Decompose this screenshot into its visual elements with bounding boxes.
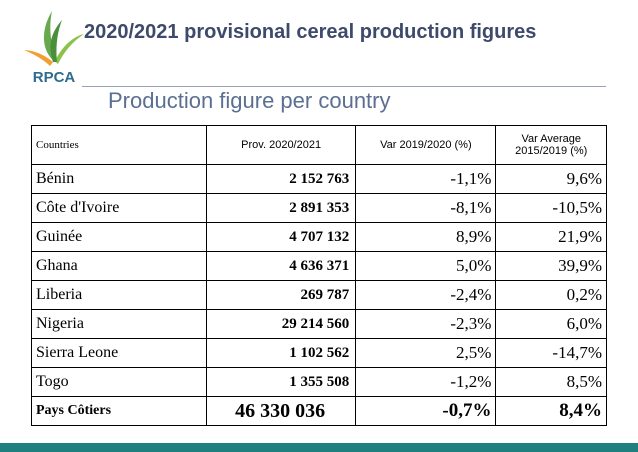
table-cell: Liberia xyxy=(30,280,208,310)
table-row: Bénin 2 152 763 -1,1% 9,6% xyxy=(30,164,607,194)
table-cell: Sierra Leone xyxy=(30,338,208,368)
table-row: Togo 1 355 508 -1,2% 8,5% xyxy=(30,367,607,397)
table-cell: 2 152 763 xyxy=(206,164,357,194)
table-cell: Bénin xyxy=(30,164,208,194)
table-cell: Côte d'Ivoire xyxy=(30,193,208,223)
table-cell: 6,0% xyxy=(495,309,607,339)
table-cell: 5,0% xyxy=(355,251,497,281)
table-row: Côte d'Ivoire 2 891 353 -8,1% -10,5% xyxy=(30,193,607,223)
column-header: Var 2019/2020 (%) xyxy=(355,125,497,165)
logo: RPCA xyxy=(24,11,84,86)
logo-leaf xyxy=(43,11,56,61)
slide-title: 2020/2021 provisional cereal production … xyxy=(84,21,537,43)
table-cell: Ghana xyxy=(30,251,208,281)
production-table: Countries Prov. 2020/2021 Var 2019/2020 (%… xyxy=(30,125,607,426)
table-cell: 21,9% xyxy=(495,222,607,252)
column-header: Var Average 2015/2019 (%) xyxy=(495,125,607,165)
table-cell: 269 787 xyxy=(206,280,357,310)
total-cell: 46 330 036 xyxy=(206,396,357,426)
table-cell: -1,1% xyxy=(355,164,497,194)
table-cell: 9,6% xyxy=(495,164,607,194)
column-header: Prov. 2020/2021 xyxy=(206,125,357,165)
table-cell: 8,5% xyxy=(495,367,607,397)
table-cell: 29 214 560 xyxy=(206,309,357,339)
table-cell: 2 891 353 xyxy=(206,193,357,223)
table-cell: 1 102 562 xyxy=(206,338,357,368)
total-cell: -0,7% xyxy=(355,396,497,426)
table-cell: Togo xyxy=(30,367,208,397)
table-row: Sierra Leone 1 102 562 2,5% -14,7% xyxy=(30,338,607,368)
slide-subtitle: Production figure per country xyxy=(108,88,391,113)
table-cell: -1,2% xyxy=(355,367,497,397)
logo-leaf xyxy=(50,20,62,62)
divider xyxy=(82,86,606,87)
table-cell: -2,3% xyxy=(355,309,497,339)
table-cell: 1 355 508 xyxy=(206,367,357,397)
table-cell: -10,5% xyxy=(495,193,607,223)
logo-leaf xyxy=(24,50,53,66)
column-header: Countries xyxy=(30,125,208,165)
table-cell: -2,4% xyxy=(355,280,497,310)
table-cell: Nigeria xyxy=(30,309,208,339)
table-cell: -8,1% xyxy=(355,193,497,223)
table-cell: 8,9% xyxy=(355,222,497,252)
table-row: Nigeria 29 214 560 -2,3% 6,0% xyxy=(30,309,607,339)
total-cell: 8,4% xyxy=(495,396,607,426)
table-cell: 0,2% xyxy=(495,280,607,310)
header-row: Countries Prov. 2020/2021 Var 2019/2020 (%… xyxy=(30,125,607,165)
total-cell: Pays Côtiers xyxy=(30,396,208,426)
logo-leaf xyxy=(55,34,84,64)
table-row: Liberia 269 787 -2,4% 0,2% xyxy=(30,280,607,310)
table-cell: 2,5% xyxy=(355,338,497,368)
logo-text: RPCA xyxy=(33,69,76,86)
footer-bar xyxy=(0,443,638,452)
table-cell: Guinée xyxy=(30,222,208,252)
table-cell: 39,9% xyxy=(495,251,607,281)
table-row: Guinée 4 707 132 8,9% 21,9% xyxy=(30,222,607,252)
table-row: Ghana 4 636 371 5,0% 39,9% xyxy=(30,251,607,281)
table-cell: 4 707 132 xyxy=(206,222,357,252)
total-row: Pays Côtiers 46 330 036 -0,7% 8,4% xyxy=(30,396,607,426)
table-cell: 4 636 371 xyxy=(206,251,357,281)
table-cell: -14,7% xyxy=(495,338,607,368)
